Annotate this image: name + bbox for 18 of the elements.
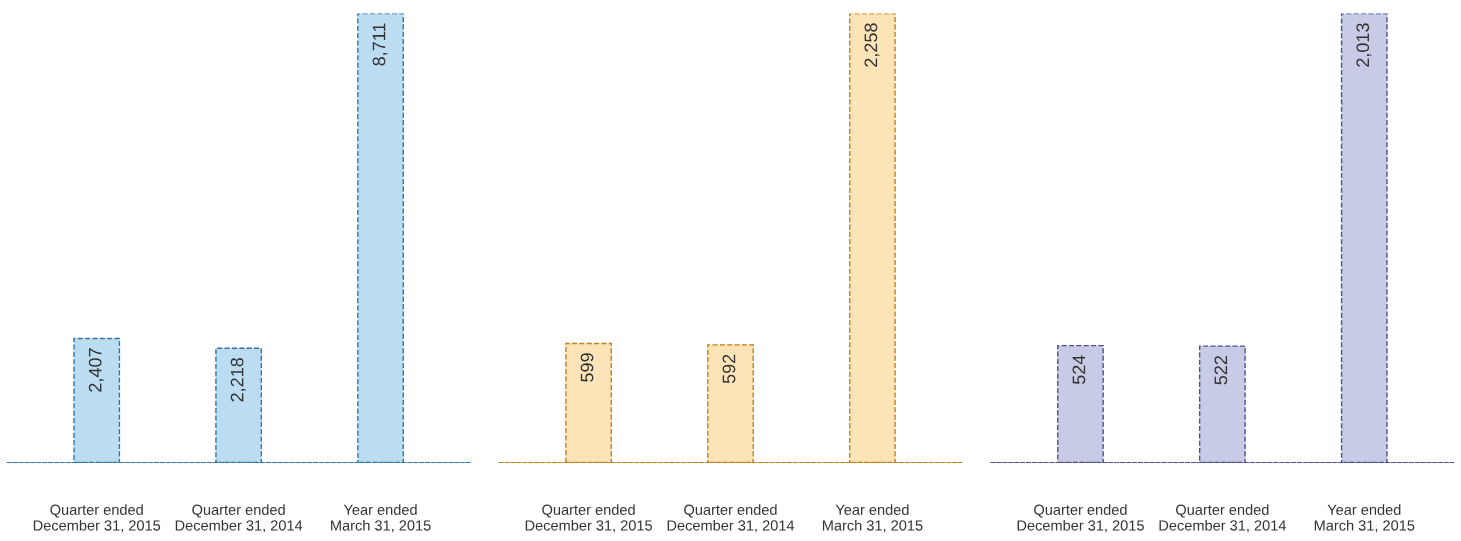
x-tick-label: Quarter ended December 31, 2015	[33, 504, 161, 533]
x-tick-label: Quarter ended December 31, 2014	[175, 504, 303, 533]
x-tick-label: Year ended March 31, 2015	[331, 504, 431, 533]
data-label: 2,407	[88, 348, 104, 392]
data-label: 524	[1072, 355, 1086, 385]
data-label: 592	[722, 354, 736, 384]
data-label: 2,013	[1356, 23, 1372, 67]
data-label: 599	[580, 353, 594, 382]
x-tick-label: Year ended March 31, 2015	[822, 504, 923, 533]
data-label: 522	[1214, 356, 1228, 385]
x-tick-label: Quarter ended December 31, 2015	[1017, 504, 1144, 533]
x-tick-label: Quarter ended December 31, 2014	[1159, 504, 1286, 533]
data-label: 2,218	[230, 357, 246, 402]
x-tick-label: Quarter ended December 31, 2014	[667, 504, 795, 533]
x-tick-label: Quarter ended December 31, 2015	[525, 504, 653, 533]
data-label: 8,711	[372, 23, 388, 66]
x-tick-label: Year ended March 31, 2015	[1314, 504, 1415, 533]
data-label: 2,258	[864, 23, 880, 67]
